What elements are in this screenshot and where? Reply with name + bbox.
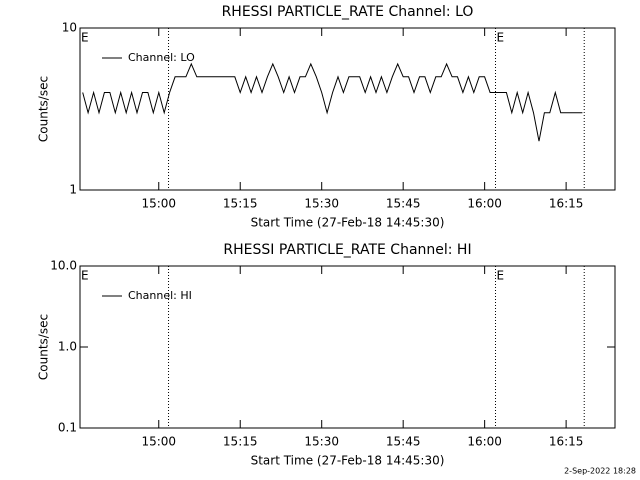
legend-label: Channel: HI bbox=[128, 289, 192, 302]
x-tick-label: 15:00 bbox=[141, 435, 176, 449]
y-tick-label: 1 bbox=[69, 183, 77, 197]
y-tick-label: 10 bbox=[62, 21, 77, 35]
x-tick-label: 15:30 bbox=[304, 197, 339, 211]
x-tick-label: 15:15 bbox=[223, 435, 258, 449]
x-tick-label: 15:15 bbox=[223, 197, 258, 211]
data-line bbox=[82, 62, 583, 142]
x-tick-label: 16:00 bbox=[467, 435, 502, 449]
legend-label: Channel: LO bbox=[128, 51, 195, 64]
y-axis-label: Counts/sec bbox=[37, 314, 51, 380]
x-axis-label: Start Time (27-Feb-18 14:45:30) bbox=[251, 454, 445, 468]
x-tick-label: 16:15 bbox=[549, 197, 584, 211]
y-tick-label: 0.1 bbox=[58, 421, 77, 435]
x-tick-label: 16:15 bbox=[549, 435, 584, 449]
x-tick-label: 15:00 bbox=[141, 197, 176, 211]
chart-title: RHESSI PARTICLE_RATE Channel: HI bbox=[223, 242, 471, 258]
footer: 2-Sep-2022 18:28 bbox=[564, 467, 636, 476]
x-tick-label: 15:30 bbox=[304, 435, 339, 449]
y-axis-label: Counts/sec bbox=[37, 76, 51, 142]
plot-frame bbox=[79, 27, 616, 191]
x-axis-label: Start Time (27-Feb-18 14:45:30) bbox=[251, 216, 445, 230]
event-flag: E bbox=[497, 31, 505, 45]
y-tick-label: 10.0 bbox=[50, 259, 77, 273]
x-tick-label: 16:00 bbox=[467, 197, 502, 211]
chart-title: RHESSI PARTICLE_RATE Channel: LO bbox=[222, 4, 474, 20]
event-flag: E bbox=[81, 31, 89, 45]
event-flag: E bbox=[81, 269, 89, 283]
x-tick-label: 15:45 bbox=[386, 197, 421, 211]
y-tick-label: 1.0 bbox=[58, 340, 77, 354]
x-tick-label: 15:45 bbox=[386, 435, 421, 449]
event-flag: E bbox=[497, 269, 505, 283]
